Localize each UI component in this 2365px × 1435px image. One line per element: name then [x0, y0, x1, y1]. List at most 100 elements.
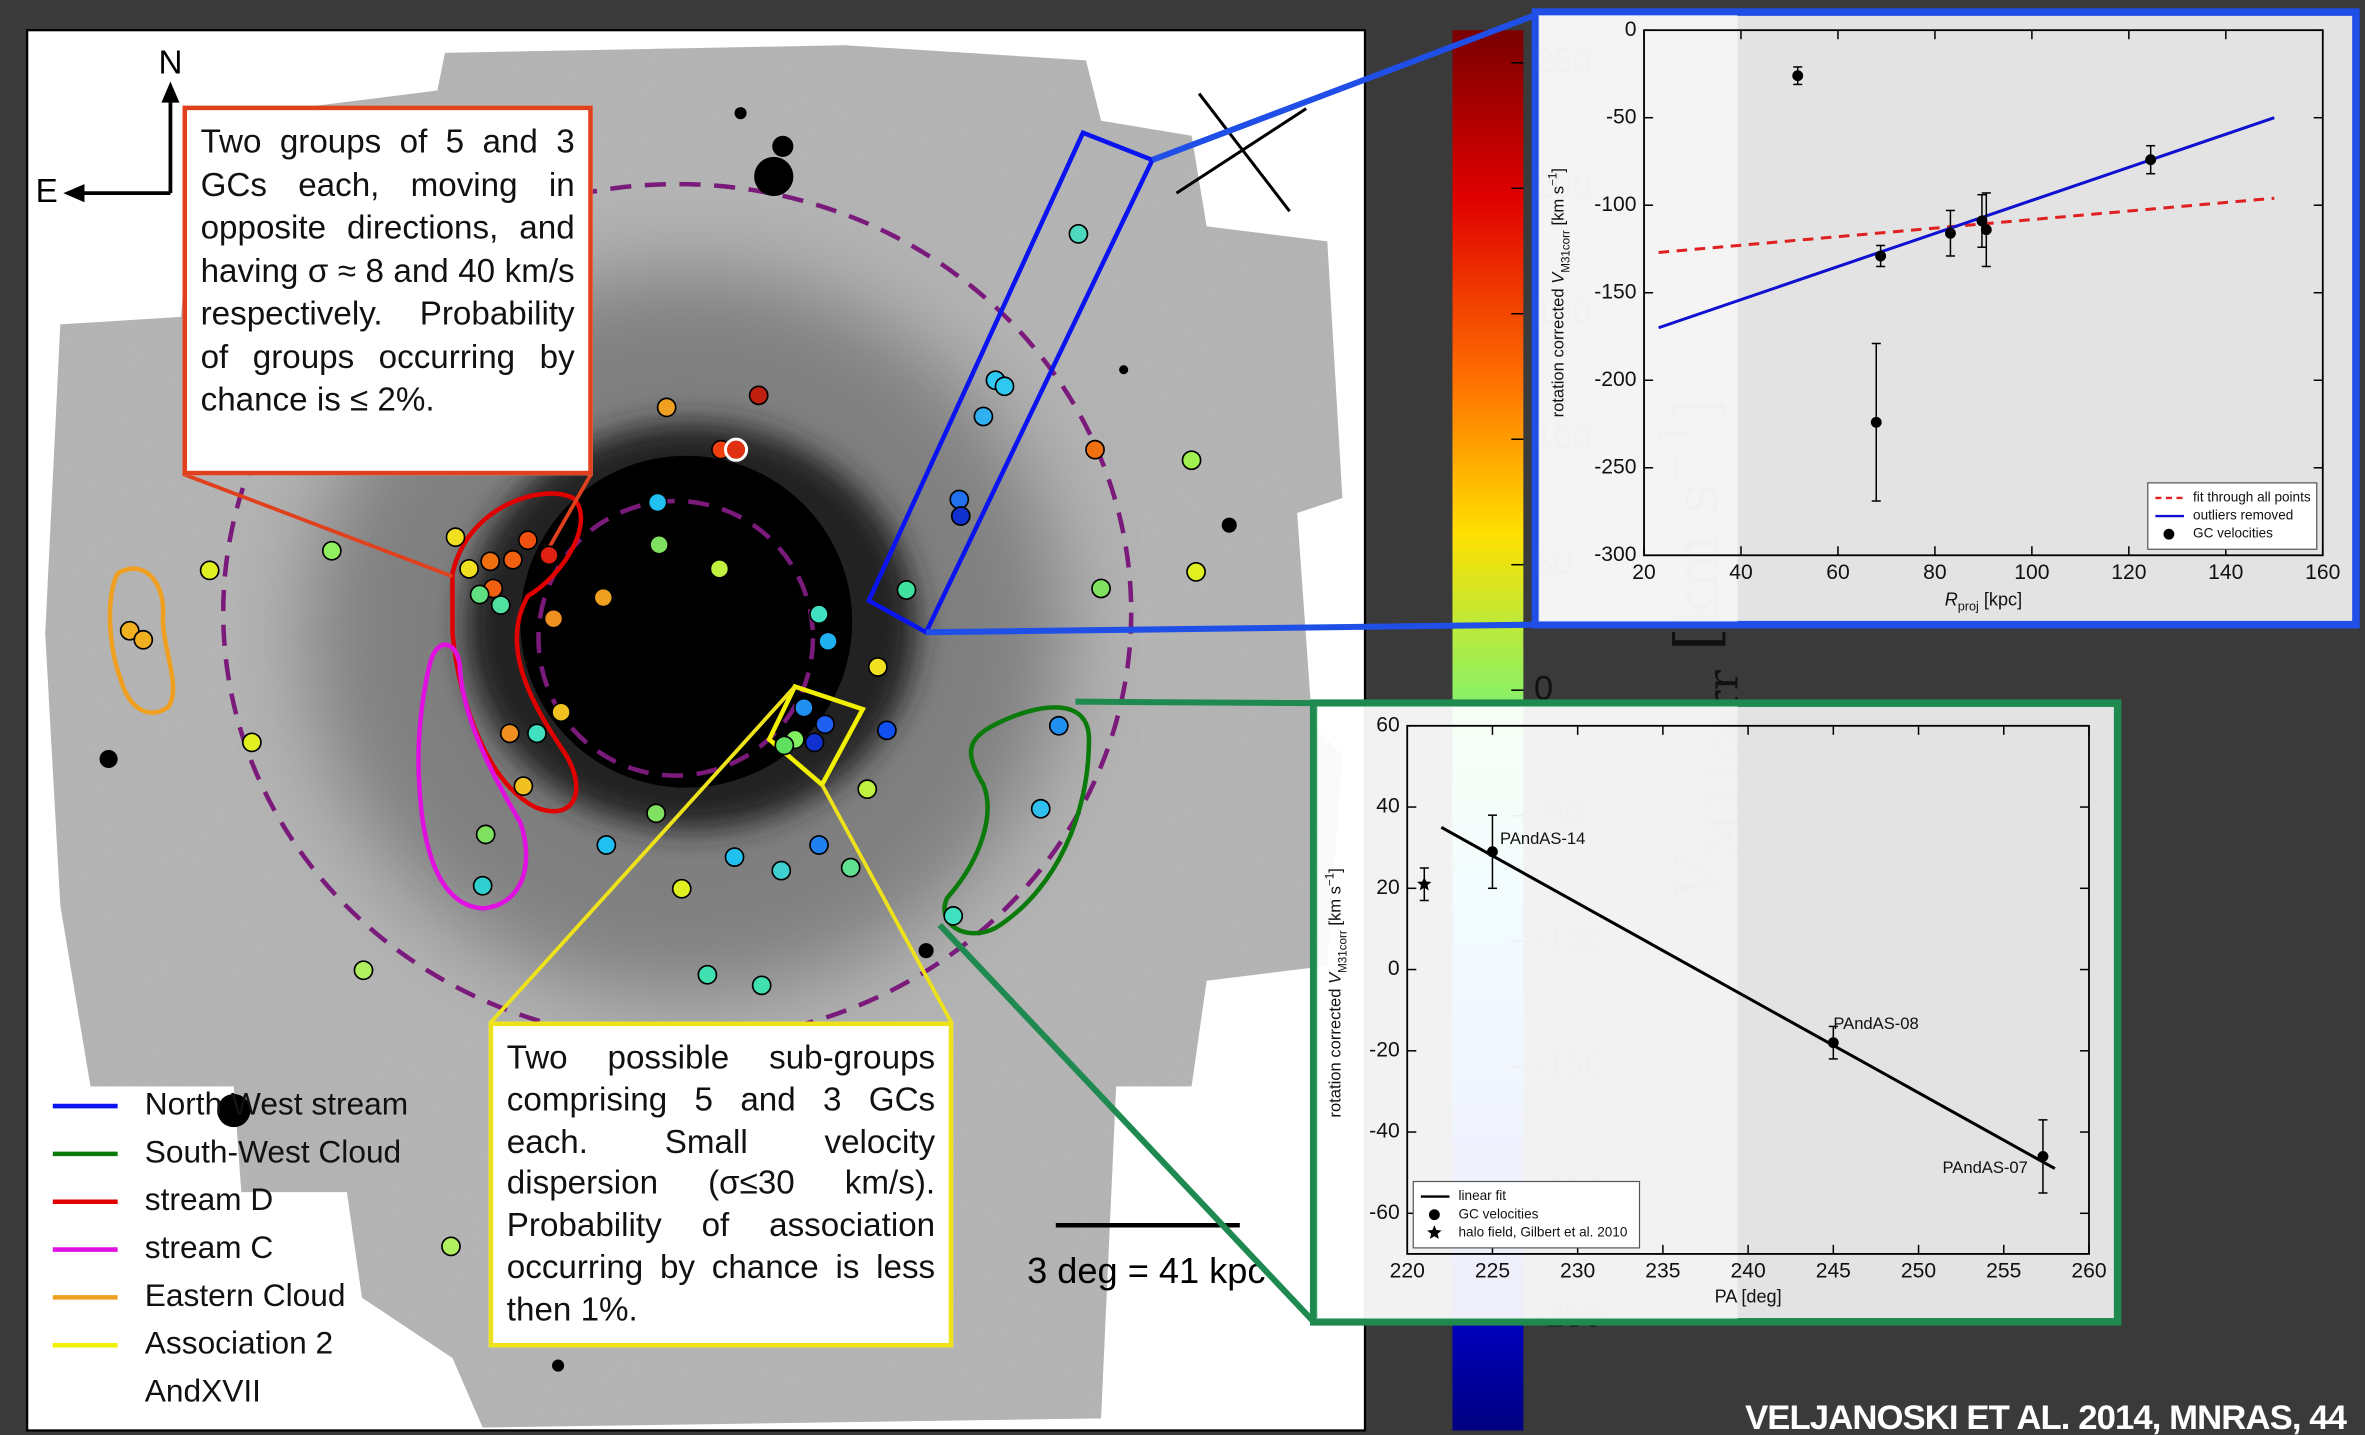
x-tick-label: 100 [2014, 561, 2049, 584]
gc-dot [809, 835, 829, 855]
connector [541, 472, 593, 560]
eastern-cloud-region [107, 566, 176, 715]
connector [926, 621, 1536, 636]
arrow-head [63, 184, 85, 203]
label-part: rotation corrected [1549, 284, 1568, 418]
y-tick-label: -100 [1594, 193, 1636, 216]
legend-label: stream D [145, 1181, 273, 1217]
gc-dot [1030, 798, 1051, 819]
legend-label: fit through all points [2193, 490, 2311, 505]
gc-dot [490, 595, 511, 615]
label-part: −1 [1546, 173, 1559, 186]
label-part: rotation corrected [1326, 984, 1345, 1118]
stream-c-region [416, 642, 529, 911]
x-tick-label: 230 [1560, 1260, 1595, 1283]
gc-dot [441, 1236, 461, 1257]
fit-line [1440, 826, 2056, 1170]
point [1428, 1209, 1440, 1221]
chart: 220 225 230 235 240 245 250 255 260 60 40 20 0 -20 -40… [1323, 713, 2107, 1306]
cross-line [1197, 92, 1291, 213]
gc-dot [543, 608, 564, 629]
legend-box [1412, 1180, 1641, 1249]
legend-label: Eastern Cloud [145, 1277, 346, 1313]
gc-dot [840, 857, 861, 878]
citation: VELJANOSKI ET AL. 2014, MNRAS, 44 [1745, 1399, 2348, 1435]
annotation-association: Two possible sub-groups comprising 5 and… [488, 1021, 954, 1348]
arrow-head [161, 81, 180, 103]
label-part: PA [deg] [1715, 1286, 1782, 1306]
stream-d-region [450, 491, 584, 814]
legend-label: AndXVII [145, 1372, 261, 1408]
gc-dot [649, 534, 670, 555]
point [1980, 224, 1992, 236]
gc-dot [646, 803, 666, 824]
x-tick-label: 60 [1826, 561, 1849, 584]
legend-label: South-West Cloud [145, 1133, 401, 1169]
label-part: M31corr [1336, 930, 1349, 973]
gc-dot [867, 657, 888, 677]
compass-north: N [158, 45, 182, 82]
colorbar-tick-label: 0 [1534, 669, 1553, 707]
legend-label: GC velocities [2193, 526, 2273, 541]
map-legend: North West stream South-West Cloud stream … [52, 1085, 408, 1408]
legend-label: halo field, Gilbert et al. 2010 [1459, 1224, 1628, 1239]
legend-label: North West stream [145, 1085, 408, 1121]
gc-dot [469, 584, 490, 605]
legend-label: linear fit [1459, 1188, 1507, 1203]
star [99, 749, 118, 769]
connector [937, 922, 1316, 1324]
gc-dot [709, 558, 730, 579]
x-axis-label: Rproj [kpc] [1945, 589, 2022, 614]
x-tick-label: 80 [1923, 561, 1946, 584]
legend-label: GC velocities [1459, 1206, 1539, 1221]
point [2163, 528, 2175, 540]
star [1221, 517, 1237, 533]
point [1870, 416, 1882, 428]
legend-label: outliers removed [2193, 508, 2293, 523]
fit-line [1658, 196, 2275, 254]
gc-dot [697, 964, 718, 985]
gc-dot [472, 875, 493, 896]
point [1945, 227, 1956, 239]
gc-dot [133, 629, 154, 650]
gc-dot [949, 489, 970, 510]
scale-label: 3 deg = 41 kpc [1027, 1250, 1265, 1291]
label-part: V [1549, 271, 1568, 284]
x-tick-label: 250 [1901, 1260, 1936, 1283]
y-tick-label: 40 [1376, 795, 1399, 818]
legend-label: stream C [145, 1229, 273, 1265]
gc-dot [896, 580, 917, 600]
gc-dot [593, 587, 614, 608]
gc-dot [818, 631, 838, 652]
gc-dot [459, 558, 479, 579]
gc-dot [242, 732, 262, 753]
gc-dot [771, 860, 792, 881]
star [772, 135, 794, 157]
gc-dot [876, 720, 897, 741]
gc-dot [551, 702, 571, 723]
point [1827, 1037, 1839, 1049]
gc-dot [502, 549, 523, 570]
point [1875, 250, 1887, 262]
south-west-cloud-region [942, 705, 1092, 936]
point [1487, 846, 1498, 858]
label-part: [km s [1326, 886, 1345, 930]
gc-dot [723, 437, 749, 462]
gc-dot [647, 492, 668, 513]
point [2145, 154, 2157, 166]
label-part: −1 [1323, 873, 1336, 886]
point [1976, 215, 1988, 227]
gc-dot [943, 906, 964, 926]
gc-dot [445, 527, 466, 548]
gc-dot [994, 376, 1015, 397]
x-tick-label: 120 [2111, 561, 2146, 584]
compass-east: E [36, 173, 58, 210]
label-part: M31corr [1559, 230, 1572, 273]
legend-label: Association 2 [145, 1325, 333, 1361]
x-axis-label: PA [deg] [1715, 1286, 1782, 1306]
x-tick-label: 40 [1729, 561, 1752, 584]
connector [181, 472, 454, 579]
